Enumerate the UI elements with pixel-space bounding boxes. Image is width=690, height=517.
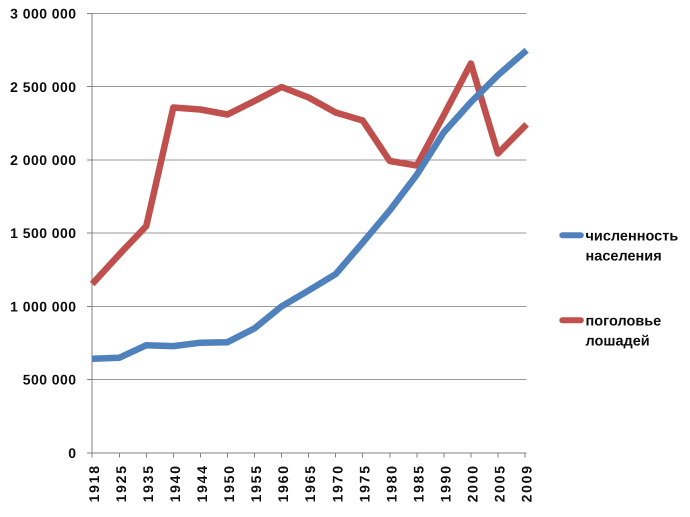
- svg-text:1990: 1990: [438, 464, 454, 502]
- svg-text:1940: 1940: [167, 464, 183, 502]
- svg-text:1944: 1944: [194, 464, 210, 502]
- svg-text:лошадей: лошадей: [586, 333, 650, 349]
- svg-text:2000: 2000: [465, 464, 481, 502]
- svg-text:населения: населения: [586, 248, 662, 264]
- svg-text:1918: 1918: [86, 464, 102, 502]
- svg-text:1 000 000: 1 000 000: [10, 298, 76, 314]
- svg-text:1970: 1970: [329, 464, 345, 502]
- svg-text:поголовье: поголовье: [586, 314, 662, 330]
- svg-text:1960: 1960: [275, 464, 291, 502]
- svg-text:2005: 2005: [492, 464, 508, 502]
- svg-text:численность: численность: [586, 229, 679, 245]
- svg-text:1925: 1925: [113, 464, 129, 502]
- svg-text:1935: 1935: [140, 464, 156, 502]
- svg-text:1975: 1975: [356, 464, 372, 502]
- svg-text:1985: 1985: [410, 464, 426, 502]
- svg-text:1 500 000: 1 500 000: [10, 225, 76, 241]
- svg-text:3 000 000: 3 000 000: [10, 6, 76, 22]
- svg-text:2 500 000: 2 500 000: [10, 79, 76, 95]
- svg-text:1965: 1965: [302, 464, 318, 502]
- svg-text:1950: 1950: [221, 464, 237, 502]
- svg-text:0: 0: [68, 445, 76, 461]
- svg-text:1980: 1980: [383, 464, 399, 502]
- svg-text:2009: 2009: [519, 464, 535, 502]
- svg-text:2 000 000: 2 000 000: [10, 152, 76, 168]
- svg-text:1955: 1955: [248, 464, 264, 502]
- svg-text:500 000: 500 000: [23, 372, 77, 388]
